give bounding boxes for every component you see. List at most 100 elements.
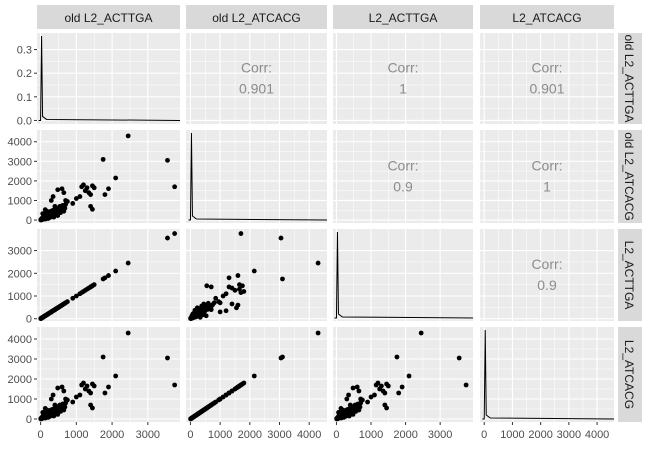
density-curve bbox=[482, 329, 615, 420]
scatter-point bbox=[91, 185, 97, 191]
scatter-point bbox=[61, 190, 67, 196]
y-tick-label: 2000 bbox=[8, 374, 32, 386]
correlation-value: 1 bbox=[543, 179, 551, 195]
y-tick-label: 0.1 bbox=[17, 92, 32, 104]
row-strip-label: old L2_ACTTGA bbox=[622, 34, 636, 122]
scatter-point bbox=[52, 203, 58, 209]
x-tick-label: 3000 bbox=[557, 429, 581, 441]
scatter-point bbox=[315, 260, 321, 266]
panel-background bbox=[333, 33, 473, 124]
scatter-point bbox=[251, 373, 257, 379]
scatter-point bbox=[55, 385, 61, 391]
correlation-label: Corr: bbox=[241, 60, 272, 76]
scatter-point bbox=[90, 405, 95, 411]
scatter-point bbox=[399, 384, 405, 390]
panel-background bbox=[186, 33, 327, 124]
scatter-point bbox=[84, 185, 90, 191]
scatter-point bbox=[359, 397, 365, 403]
x-tick-label: 2000 bbox=[238, 429, 262, 441]
scatter-point bbox=[44, 208, 50, 214]
scatter-point bbox=[216, 299, 222, 305]
scatter-point bbox=[340, 407, 346, 413]
scatter-point bbox=[213, 399, 219, 405]
scatter-point bbox=[384, 405, 389, 411]
scatter-point bbox=[40, 211, 46, 217]
scatter-point bbox=[55, 187, 61, 193]
column-strip-label: L2_ATCACG bbox=[512, 11, 581, 25]
scatter-point bbox=[61, 388, 67, 394]
scatter-point bbox=[55, 412, 61, 417]
scatter-point bbox=[77, 194, 83, 199]
scatter-point bbox=[223, 308, 229, 314]
y-tick-label: 0 bbox=[26, 314, 32, 326]
scatter-point bbox=[73, 196, 79, 201]
y-tick-label: 4000 bbox=[8, 137, 32, 149]
scatter-point bbox=[125, 330, 131, 336]
scatter-point bbox=[226, 390, 232, 396]
scatter-point bbox=[336, 410, 341, 415]
y-tick-label: 1000 bbox=[8, 394, 32, 406]
row-strip-label: L2_ATCACG bbox=[622, 340, 636, 409]
x-tick-label: 0 bbox=[481, 429, 487, 441]
scatter-point bbox=[48, 396, 54, 402]
scatter-point bbox=[70, 201, 76, 206]
scatter-point bbox=[64, 299, 70, 305]
scatter-point bbox=[172, 231, 178, 236]
y-tick-label: 0.0 bbox=[17, 115, 32, 127]
scatter-point bbox=[350, 385, 356, 391]
scatter-point bbox=[456, 355, 462, 361]
scatter-point bbox=[84, 383, 90, 389]
scatter-point bbox=[64, 397, 70, 403]
scatter-point bbox=[55, 213, 61, 218]
scatter-point bbox=[463, 382, 469, 388]
x-tick-label: 1000 bbox=[208, 429, 232, 441]
y-tick-label: 4000 bbox=[8, 334, 32, 346]
scatter-point bbox=[90, 283, 95, 289]
x-tick-label: 2000 bbox=[528, 429, 552, 441]
scatter-point bbox=[229, 301, 235, 307]
scatter-point bbox=[70, 399, 76, 405]
scatter-point bbox=[385, 383, 391, 389]
scatter-point bbox=[113, 373, 119, 379]
scatter-point bbox=[208, 307, 214, 313]
scatter-point bbox=[280, 276, 285, 282]
scatter-point bbox=[217, 309, 223, 315]
x-tick-label: 3000 bbox=[267, 429, 291, 441]
scatter-point bbox=[356, 388, 362, 394]
scatter-point bbox=[102, 390, 108, 396]
scatter-point bbox=[77, 392, 83, 398]
scatter-point bbox=[278, 355, 284, 361]
scatter-point bbox=[44, 407, 50, 413]
scatter-point bbox=[52, 402, 58, 408]
x-tick-label: 0 bbox=[187, 429, 193, 441]
scatter-point bbox=[50, 392, 56, 398]
scatter-point bbox=[40, 410, 46, 415]
row-strip bbox=[618, 327, 642, 422]
scatter-point bbox=[372, 392, 377, 398]
y-tick-label: 1000 bbox=[8, 195, 32, 207]
row-strip bbox=[618, 130, 642, 223]
scatter-point bbox=[62, 404, 68, 410]
scatter-point bbox=[113, 175, 119, 181]
y-tick-label: 3000 bbox=[8, 354, 32, 366]
scatter-point bbox=[211, 300, 217, 306]
panel-background bbox=[480, 327, 614, 422]
row-strip-label: old L2_ATCACG bbox=[622, 132, 636, 220]
scatter-point bbox=[346, 392, 351, 398]
scatter-point bbox=[378, 383, 384, 389]
scatter-point bbox=[102, 275, 108, 281]
x-tick-label: 2000 bbox=[100, 429, 124, 441]
scatter-point bbox=[100, 156, 106, 162]
y-tick-label: 2000 bbox=[8, 268, 32, 280]
scatter-point bbox=[125, 133, 131, 139]
y-tick-label: 0.3 bbox=[17, 45, 32, 57]
scatter-point bbox=[44, 312, 50, 318]
density-curve bbox=[38, 35, 181, 121]
density-curve bbox=[334, 231, 474, 319]
scatter-point bbox=[197, 314, 203, 320]
scatter-point bbox=[50, 194, 56, 199]
column-strip bbox=[333, 5, 473, 29]
scatter-point bbox=[81, 380, 86, 386]
x-tick-label: 3000 bbox=[136, 429, 160, 441]
